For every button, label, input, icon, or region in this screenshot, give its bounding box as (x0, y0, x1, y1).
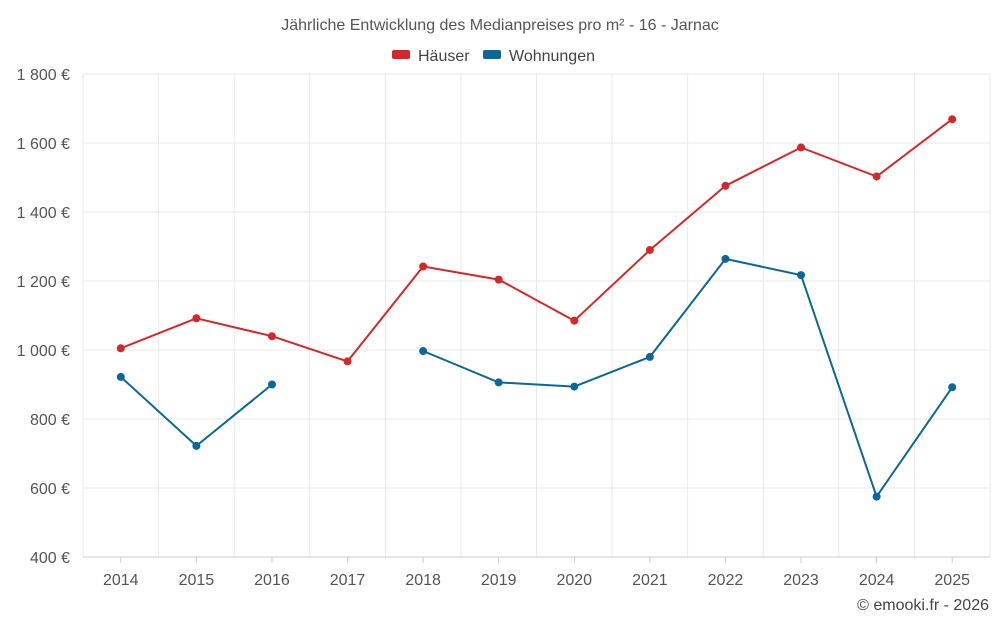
data-point-1-2021[interactable] (645, 352, 654, 361)
y-axis-ticks: 400 € 600 € 800 € 1 000 € 1 200 € 1 400 € 1 60… (17, 67, 70, 567)
legend-label-wohnungen[interactable]: Wohnungen (509, 48, 595, 65)
x-tick-label: 2017 (330, 572, 366, 589)
data-point-1-2019[interactable] (494, 378, 503, 387)
x-tick-label: 2018 (405, 572, 441, 589)
x-tick-label: 2015 (179, 572, 215, 589)
data-point-1-2024[interactable] (872, 492, 881, 501)
data-point-0-2016[interactable] (267, 332, 276, 341)
chart-title: Jährliche Entwicklung des Medianpreises … (281, 17, 719, 34)
data-point-0-2019[interactable] (494, 275, 503, 284)
data-point-0-2015[interactable] (192, 314, 201, 323)
legend-swatch-haeuser (392, 50, 410, 59)
series-group (116, 115, 957, 501)
x-tick-label: 2020 (556, 572, 592, 589)
x-tick-label: 2025 (934, 572, 970, 589)
data-point-1-2020[interactable] (570, 382, 579, 391)
x-tick-label: 2021 (632, 572, 668, 589)
legend-swatch-wohnungen (483, 50, 501, 59)
data-point-1-2018[interactable] (419, 347, 428, 356)
x-tick-label: 2024 (859, 572, 895, 589)
series-line-0 (120, 118, 953, 363)
y-tick-label: 1 000 € (17, 343, 70, 360)
y-tick-label: 1 200 € (17, 274, 70, 291)
data-point-1-2016[interactable] (267, 380, 276, 389)
data-point-1-2025[interactable] (948, 383, 957, 392)
x-tick-label: 2022 (708, 572, 744, 589)
x-tick-label: 2019 (481, 572, 517, 589)
data-point-1-2023[interactable] (797, 271, 806, 280)
y-tick-label: 1 400 € (17, 205, 70, 222)
x-tick-label: 2023 (783, 572, 819, 589)
data-point-1-2015[interactable] (192, 441, 201, 450)
data-point-0-2023[interactable] (797, 143, 806, 152)
y-tick-label: 1 800 € (17, 67, 70, 84)
x-axis-ticks: 2014 2015 2016 2017 2018 2019 2020 2021 2022 2023… (83, 556, 990, 589)
data-point-1-2022[interactable] (721, 254, 730, 263)
chart-legend: Häuser Wohnungen (392, 48, 595, 65)
data-point-1-2014[interactable] (116, 372, 125, 381)
data-point-0-2020[interactable] (570, 316, 579, 325)
data-point-0-2025[interactable] (948, 115, 957, 124)
grid (82, 73, 991, 558)
data-point-0-2024[interactable] (872, 172, 881, 181)
data-point-0-2022[interactable] (721, 181, 730, 190)
credit-text: © emooki.fr - 2026 (857, 597, 989, 614)
data-point-0-2014[interactable] (116, 344, 125, 353)
y-tick-label: 800 € (30, 412, 70, 429)
y-tick-label: 1 600 € (17, 136, 70, 153)
y-tick-label: 400 € (30, 550, 70, 567)
series-line-1 (422, 257, 954, 498)
x-tick-label: 2014 (103, 572, 139, 589)
legend-label-haeuser[interactable]: Häuser (418, 48, 470, 65)
data-point-0-2021[interactable] (645, 245, 654, 254)
x-tick-label: 2016 (254, 572, 290, 589)
data-point-0-2017[interactable] (343, 357, 352, 366)
y-tick-label: 600 € (30, 481, 70, 498)
data-point-0-2018[interactable] (419, 262, 428, 271)
series-line-1 (120, 376, 273, 447)
